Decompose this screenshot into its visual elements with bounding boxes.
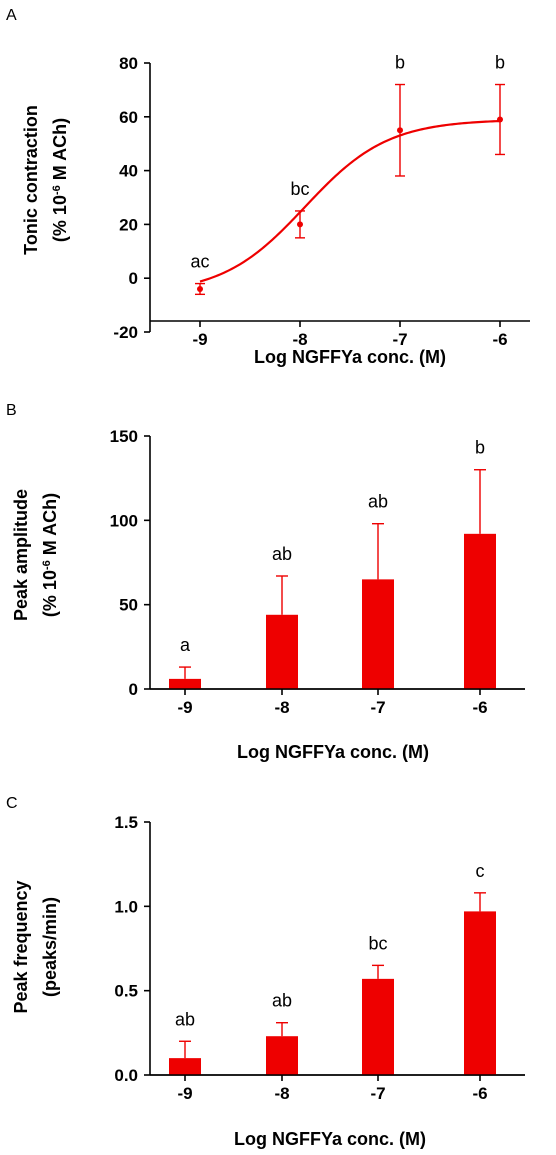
significance-label: ab bbox=[272, 544, 292, 564]
y-axis-title-c-line2: (peaks/min) bbox=[40, 897, 60, 997]
y-tick-label: 100 bbox=[110, 511, 138, 530]
x-tick-label: -6 bbox=[492, 330, 507, 349]
bar bbox=[362, 579, 394, 689]
x-tick-label: -8 bbox=[274, 698, 289, 717]
y-axis-title-c-line1: Peak frequency bbox=[11, 880, 31, 1013]
significance-label: b bbox=[475, 438, 485, 458]
x-tick-label: -9 bbox=[177, 698, 192, 717]
bar bbox=[169, 1058, 201, 1075]
y-tick-label: 0 bbox=[129, 269, 138, 288]
y-tick-label: 1.0 bbox=[114, 897, 138, 916]
y-tick-label: 20 bbox=[119, 215, 138, 234]
panel-b: B Peak amplitude (% 10-6 M ACh) Log NGFF… bbox=[6, 402, 525, 762]
panel-letter-b: B bbox=[6, 402, 17, 419]
bar bbox=[464, 533, 496, 689]
y-tick-label: 1.5 bbox=[114, 813, 138, 832]
x-tick-label: -9 bbox=[192, 330, 207, 349]
data-point bbox=[497, 116, 503, 123]
panel-c: C Peak frequency (peaks/min) Log NGFFYa … bbox=[6, 795, 525, 1149]
data-point bbox=[397, 127, 403, 134]
x-axis-title-b: Log NGFFYa conc. (M) bbox=[237, 742, 429, 762]
data-point bbox=[297, 221, 303, 228]
significance-label: b bbox=[495, 53, 505, 73]
fit-curve bbox=[199, 119, 501, 283]
significance-label: b bbox=[395, 53, 405, 73]
significance-label: ac bbox=[190, 252, 209, 272]
significance-label: ab bbox=[272, 991, 292, 1011]
bar bbox=[266, 1036, 298, 1075]
x-axis-title-a: Log NGFFYa conc. (M) bbox=[254, 347, 446, 367]
x-tick-label: -7 bbox=[370, 1084, 385, 1103]
data-point bbox=[197, 285, 203, 292]
y-tick-label: 40 bbox=[119, 162, 138, 181]
y-tick-label: -20 bbox=[113, 323, 138, 342]
bar bbox=[464, 911, 496, 1075]
y-tick-label: 80 bbox=[119, 54, 138, 73]
y-tick-label: 60 bbox=[119, 108, 138, 127]
significance-label: c bbox=[476, 861, 485, 881]
panel-letter-c: C bbox=[6, 795, 18, 812]
y-tick-label: 0.5 bbox=[114, 982, 138, 1001]
bar bbox=[362, 978, 394, 1075]
y-tick-label: 150 bbox=[110, 427, 138, 446]
significance-label: ab bbox=[175, 1009, 195, 1029]
panel-letter-a: A bbox=[6, 7, 17, 24]
y-tick-label: 50 bbox=[119, 596, 138, 615]
x-tick-label: -8 bbox=[274, 1084, 289, 1103]
x-tick-label: -7 bbox=[392, 330, 407, 349]
x-tick-label: -9 bbox=[177, 1084, 192, 1103]
y-axis-title-a-line1: Tonic contraction bbox=[21, 105, 41, 255]
y-axis-title-b-line1: Peak amplitude bbox=[11, 489, 31, 621]
y-axis-title-a-line2: (% 10-6 M ACh) bbox=[50, 118, 70, 242]
significance-label: bc bbox=[368, 933, 387, 953]
x-tick-label: -6 bbox=[472, 1084, 487, 1103]
x-axis-title-c: Log NGFFYa conc. (M) bbox=[234, 1129, 426, 1149]
x-tick-label: -7 bbox=[370, 698, 385, 717]
panel-a: A Tonic contraction (% 10-6 M ACh) Log N… bbox=[6, 7, 530, 367]
y-tick-label: 0.0 bbox=[114, 1066, 138, 1085]
bar bbox=[266, 614, 298, 689]
significance-label: a bbox=[180, 635, 191, 655]
x-tick-label: -8 bbox=[292, 330, 307, 349]
significance-label: bc bbox=[290, 179, 309, 199]
y-tick-label: 0 bbox=[129, 680, 138, 699]
x-tick-label: -6 bbox=[472, 698, 487, 717]
y-axis-title-b-line2: (% 10-6 M ACh) bbox=[40, 493, 60, 617]
significance-label: ab bbox=[368, 492, 388, 512]
bar bbox=[169, 678, 201, 689]
